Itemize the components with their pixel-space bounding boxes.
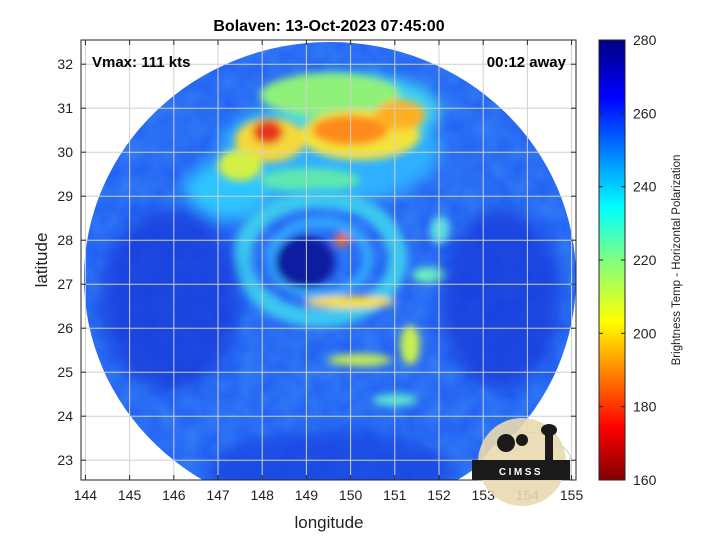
cimss-logo: CIMSS	[472, 418, 571, 506]
chart-title: Bolaven: 13-Oct-2023 07:45:00	[213, 18, 444, 35]
x-tick-label: 149	[295, 487, 319, 503]
x-tick-label: 155	[560, 487, 584, 503]
x-tick-label: 151	[383, 487, 407, 503]
x-tick-label: 152	[427, 487, 451, 503]
colorbar-tick-label: 240	[633, 179, 657, 195]
y-tick-label: 24	[57, 408, 73, 424]
colorbar-tick-label: 160	[633, 472, 657, 488]
x-tick-label: 147	[206, 487, 230, 503]
x-tick-label: 150	[339, 487, 363, 503]
cimss-logo-text: CIMSS	[499, 467, 543, 478]
y-tick-label: 30	[57, 144, 73, 160]
x-tick-label: 148	[251, 487, 275, 503]
y-tick-labels: 23 24 25 26 27 28 29 30 31 32	[57, 56, 73, 468]
colorbar-tick-label: 260	[633, 105, 657, 121]
y-tick-label: 32	[57, 56, 73, 72]
colorbar-tick-label: 280	[633, 32, 657, 48]
colorbar-label: Brightness Temp - Horizontal Polarizatio…	[671, 155, 683, 366]
y-axis-label: latitude	[32, 233, 51, 288]
brightness-temp-image	[84, 42, 576, 480]
colorbar-ticks: 160 180 200 220 240 260 280	[599, 32, 657, 488]
vmax-annotation: Vmax: 111 kts	[92, 54, 190, 71]
colorbar-tick-label: 200	[633, 325, 657, 341]
y-tick-label: 28	[57, 232, 73, 248]
time-offset-annotation: 00:12 away	[487, 54, 567, 71]
y-tick-label: 27	[57, 276, 73, 292]
y-tick-label: 26	[57, 320, 73, 336]
x-tick-label: 145	[118, 487, 142, 503]
y-tick-label: 29	[57, 188, 73, 204]
x-axis-label: longitude	[294, 513, 363, 532]
colorbar	[598, 39, 626, 481]
y-tick-label: 31	[57, 100, 73, 116]
colorbar-tick-label: 220	[633, 252, 657, 268]
y-tick-label: 23	[57, 452, 73, 468]
x-tick-label: 146	[162, 487, 186, 503]
colorbar-tick-label: 180	[633, 399, 657, 415]
x-tick-label: 144	[74, 487, 98, 503]
y-tick-label: 25	[57, 364, 73, 380]
axes-box	[80, 39, 577, 481]
